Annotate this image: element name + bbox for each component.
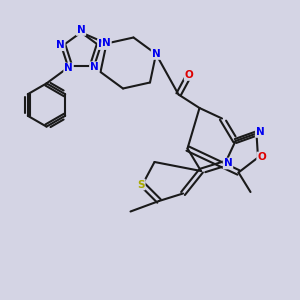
Text: N: N — [76, 25, 85, 35]
Text: N: N — [256, 127, 265, 137]
Text: O: O — [257, 152, 266, 163]
Text: N: N — [102, 38, 111, 49]
Text: N: N — [56, 40, 65, 50]
Text: N: N — [224, 158, 232, 169]
Text: N: N — [152, 49, 160, 59]
Text: S: S — [137, 179, 145, 190]
Text: N: N — [98, 39, 107, 49]
Text: O: O — [184, 70, 194, 80]
Text: N: N — [64, 63, 73, 74]
Text: N: N — [90, 62, 99, 72]
